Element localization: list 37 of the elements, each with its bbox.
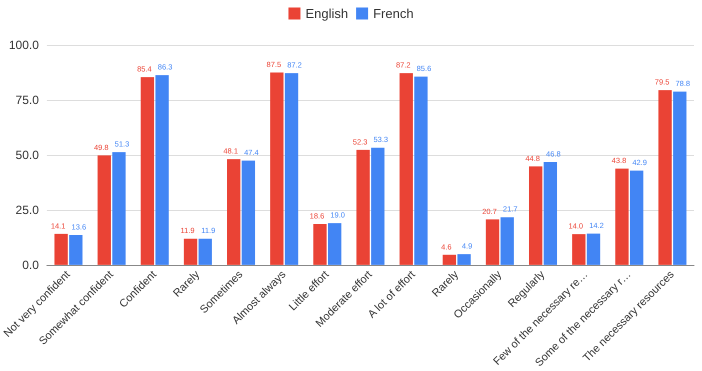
y-tick-label: 50.0 [16,148,40,162]
legend-label: French [373,6,414,21]
bar [155,75,169,265]
bar [457,254,471,265]
bar [371,148,384,265]
bar [356,150,370,265]
bar [98,155,111,265]
bar [270,72,284,265]
bar [400,73,413,265]
bar [112,152,126,265]
bar [630,170,644,265]
y-tick-label: 0.0 [22,258,40,272]
bar [500,217,514,265]
bar [242,160,256,265]
bar [528,166,542,265]
bar [284,73,298,265]
y-tick-label: 100.0 [8,38,40,52]
bar [414,76,428,265]
bar [544,162,558,265]
bar [615,168,629,265]
bar [140,77,154,265]
bar [572,234,586,265]
bar [54,234,68,265]
bar [227,159,240,265]
bar [69,235,82,265]
bar [313,224,327,265]
bar [184,238,198,265]
bar [658,90,672,265]
bar [198,238,212,265]
bar [442,254,456,265]
y-tick-label: 75.0 [16,92,40,107]
legend-label: English [305,6,348,21]
bar [486,219,500,265]
y-tick-label: 25.0 [16,202,40,217]
bar [328,223,342,265]
bar [586,234,600,265]
bar [673,92,686,265]
